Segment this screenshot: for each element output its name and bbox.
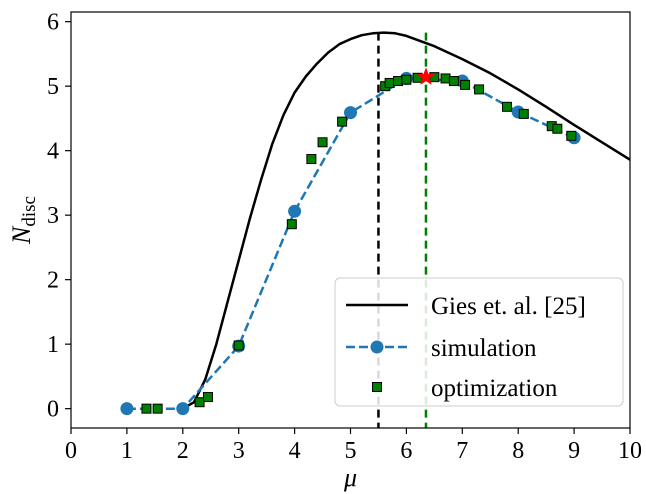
x-tick-label: 0 [65, 438, 77, 464]
legend: Gies et. al. [25] simulation optimizatio… [334, 277, 624, 407]
simulation-point [120, 402, 134, 416]
y-tick-label: 6 [47, 10, 59, 36]
simulation-point [176, 402, 190, 416]
x-tick-label: 3 [233, 438, 245, 464]
legend-label-gies: Gies et. al. [25] [431, 293, 586, 320]
x-tick-label: 8 [512, 438, 524, 464]
optimization-point [306, 154, 317, 165]
optimum-star [416, 67, 436, 85]
optimization-point [440, 73, 451, 84]
optimization-point [233, 340, 244, 351]
y-tick-label: 1 [47, 332, 59, 358]
x-axis-ticks: 0 1 2 3 4 5 6 7 8 9 10 [65, 428, 642, 464]
optimization-point [448, 76, 459, 87]
x-tick-label: 1 [121, 438, 133, 464]
optimum-marker [416, 67, 436, 85]
simulation-point [344, 106, 357, 120]
y-tick-label: 5 [47, 74, 59, 100]
x-tick-label: 5 [345, 438, 357, 464]
legend-box [334, 277, 624, 407]
optimization-point [194, 397, 205, 408]
legend-marker-simulation [370, 340, 384, 354]
x-tick-label: 2 [177, 438, 189, 464]
legend-label-simulation: simulation [431, 335, 537, 362]
optimization-point [286, 219, 297, 230]
optimization-point [518, 108, 529, 119]
y-axis-label: Ndisc [7, 196, 40, 245]
series-line-simulation [126, 77, 575, 410]
optimization-point [401, 74, 412, 85]
optimization-point [474, 84, 485, 95]
optimization-point [460, 79, 471, 90]
y-tick-label: 0 [47, 397, 59, 423]
series-layer [120, 31, 631, 416]
optimization-point [141, 403, 152, 414]
y-tick-label: 2 [47, 268, 59, 294]
optimization-point [152, 403, 163, 414]
legend-marker-optimization [372, 382, 382, 392]
x-tick-label: 4 [289, 438, 301, 464]
simulation-point [288, 204, 302, 218]
x-axis-label: μ [343, 463, 357, 492]
y-tick-label: 4 [47, 139, 59, 165]
x-tick-label: 6 [400, 438, 412, 464]
y-axis-label-main: N [7, 225, 36, 245]
optimization-point [566, 130, 577, 141]
legend-label-optimization: optimization [431, 375, 558, 402]
x-tick-label: 7 [456, 438, 468, 464]
optimization-point [337, 116, 348, 127]
series-line-gies [182, 31, 631, 410]
x-tick-label: 10 [618, 438, 642, 464]
optimization-point [202, 392, 213, 403]
optimization-point [552, 123, 563, 134]
optimization-point [317, 137, 328, 148]
y-axis-ticks: 0 1 2 3 4 5 6 [47, 10, 71, 423]
optimization-point [393, 76, 404, 87]
optimization-point [502, 101, 513, 112]
x-tick-label: 9 [568, 438, 580, 464]
y-tick-label: 3 [47, 203, 59, 229]
y-axis-label-sub: disc [19, 196, 40, 227]
optimization-point [384, 77, 395, 88]
